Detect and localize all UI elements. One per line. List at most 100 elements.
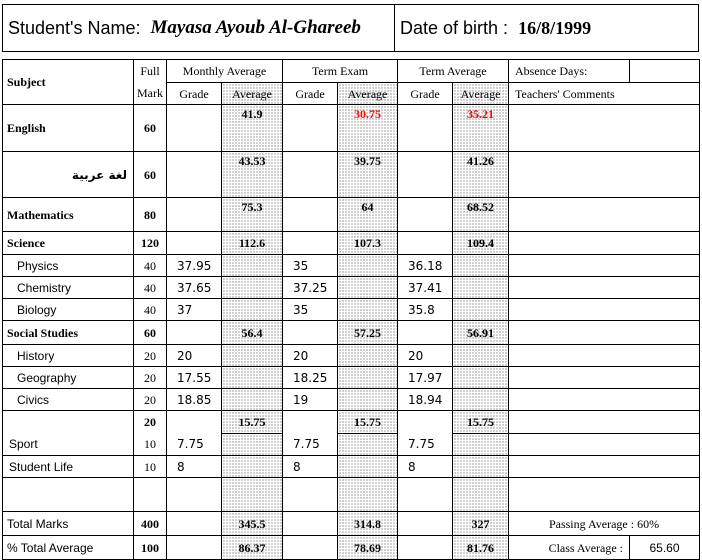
exam-grade	[282, 197, 338, 232]
date-of-birth-cell: Date of birth : 16/8/1999	[395, 5, 698, 51]
grades-table: Subject Full Monthly Average Term Exam T…	[2, 59, 701, 560]
term-exam-header: Term Exam	[281, 59, 399, 83]
term-average: 41.26	[452, 151, 510, 198]
monthly-grade-header: Grade	[166, 82, 222, 105]
exam-average: 30.75	[336, 104, 399, 152]
term-average	[452, 254, 510, 277]
monthly-average	[221, 344, 283, 367]
term-average	[452, 477, 510, 512]
monthly-grade	[166, 477, 222, 512]
teacher-comment	[508, 254, 701, 277]
percent-average-label: % Total Average	[2, 535, 134, 560]
monthly-grade: 8	[166, 455, 222, 478]
percent-average-row: % Total Average 100 86.37 78.69 81.76 Class A…	[2, 535, 701, 560]
subject-name: لغة عربية	[2, 151, 134, 198]
table-row: 20 15.75 15.75 15.75	[2, 410, 701, 434]
term-grade	[397, 410, 454, 434]
monthly-grade	[166, 104, 222, 152]
exam-grade: 37.25	[282, 276, 338, 299]
term-grade-header: Grade	[397, 82, 454, 105]
spacer-row	[2, 477, 701, 512]
term-grade: 36.18	[397, 254, 454, 277]
exam-grade: 18.25	[282, 366, 338, 389]
teacher-comment	[508, 388, 701, 411]
monthly-average: 56.4	[221, 320, 283, 345]
class-average-label: Class Average :	[508, 535, 631, 560]
exam-grade: 19	[282, 388, 338, 411]
subject-name: Physics	[2, 254, 134, 277]
absence-days-value	[629, 59, 701, 83]
teacher-comment	[508, 433, 701, 456]
term-average: 56.91	[452, 320, 510, 345]
full-mark: 60	[133, 151, 167, 198]
full-mark: 40	[133, 276, 167, 299]
term-average	[452, 366, 510, 389]
teacher-comment	[508, 320, 701, 345]
monthly-grade	[166, 231, 222, 255]
table-row: Sport 10 7.75 7.75 7.75	[2, 433, 701, 456]
total-exam-grade	[282, 511, 338, 536]
table-row: Student Life 10 8 8 8	[2, 455, 701, 478]
teacher-comment	[508, 410, 701, 434]
monthly-average: 112.6	[221, 231, 283, 255]
total-marks-row: Total Marks 400 345.5 314.8 327 Passing Avera…	[2, 511, 701, 536]
subject-name: Geography	[2, 366, 134, 389]
exam-grade: 35	[282, 254, 338, 277]
monthly-average	[221, 477, 283, 512]
subject-name: Social Studies	[2, 320, 134, 345]
subject-name: Sport	[2, 433, 134, 456]
term-grade: 18.94	[397, 388, 454, 411]
exam-average	[336, 298, 399, 321]
monthly-grade: 17.55	[166, 366, 222, 389]
student-name-cell: Student's Name: Mayasa Ayoub Al-Ghareeb	[3, 5, 395, 51]
table-row: Science 120 112.6 107.3 109.4	[2, 231, 701, 255]
total-term-average: 327	[452, 511, 510, 536]
term-grade: 37.41	[397, 276, 454, 299]
full-mark: 20	[133, 344, 167, 367]
monthly-average-header: Monthly Average	[166, 59, 283, 83]
percent-full-mark: 100	[133, 535, 167, 560]
exam-grade: 8	[282, 455, 338, 478]
term-grade: 35.8	[397, 298, 454, 321]
monthly-avg-header: Average	[221, 82, 283, 105]
percent-term-grade	[397, 535, 454, 560]
exam-average: 15.75	[336, 410, 399, 434]
monthly-average	[221, 254, 283, 277]
total-monthly-grade	[166, 511, 222, 536]
student-name-value: Mayasa Ayoub Al-Ghareeb	[150, 17, 361, 38]
teacher-comment	[508, 455, 701, 478]
monthly-grade	[166, 410, 222, 434]
term-average: 15.75	[452, 410, 510, 434]
monthly-grade: 7.75	[166, 433, 222, 456]
term-average	[452, 298, 510, 321]
full-mark: 80	[133, 197, 167, 232]
exam-grade: 35	[282, 298, 338, 321]
teacher-comment	[508, 276, 701, 299]
percent-exam-average: 78.69	[336, 535, 399, 560]
monthly-average	[221, 388, 283, 411]
monthly-grade: 37.95	[166, 254, 222, 277]
total-term-grade	[397, 511, 454, 536]
total-monthly-average: 345.5	[221, 511, 283, 536]
header-row-2: Mark Grade Average Grade Average Grade A…	[3, 82, 701, 105]
exam-grade	[282, 151, 338, 198]
table-row: English 60 41.9 30.75 35.21	[2, 104, 701, 152]
exam-grade-header: Grade	[282, 82, 338, 105]
term-avg-header: Average	[452, 82, 510, 105]
teacher-comment	[508, 344, 701, 367]
total-exam-average: 314.8	[336, 511, 399, 536]
exam-average: 64	[336, 197, 399, 232]
full-mark: 10	[133, 455, 167, 478]
full-mark: 20	[133, 410, 167, 434]
percent-term-average: 81.76	[452, 535, 510, 560]
subject-name	[2, 477, 134, 512]
term-grade	[397, 197, 454, 232]
exam-grade	[282, 231, 338, 255]
table-row: لغة عربية 60 43.53 39.75 41.26	[2, 151, 701, 198]
full-mark	[133, 477, 167, 512]
term-average	[452, 433, 510, 456]
teacher-comment	[508, 104, 701, 152]
monthly-average: 15.75	[221, 410, 283, 434]
report-header: Student's Name: Mayasa Ayoub Al-Ghareeb …	[2, 4, 699, 52]
term-grade	[397, 151, 454, 198]
